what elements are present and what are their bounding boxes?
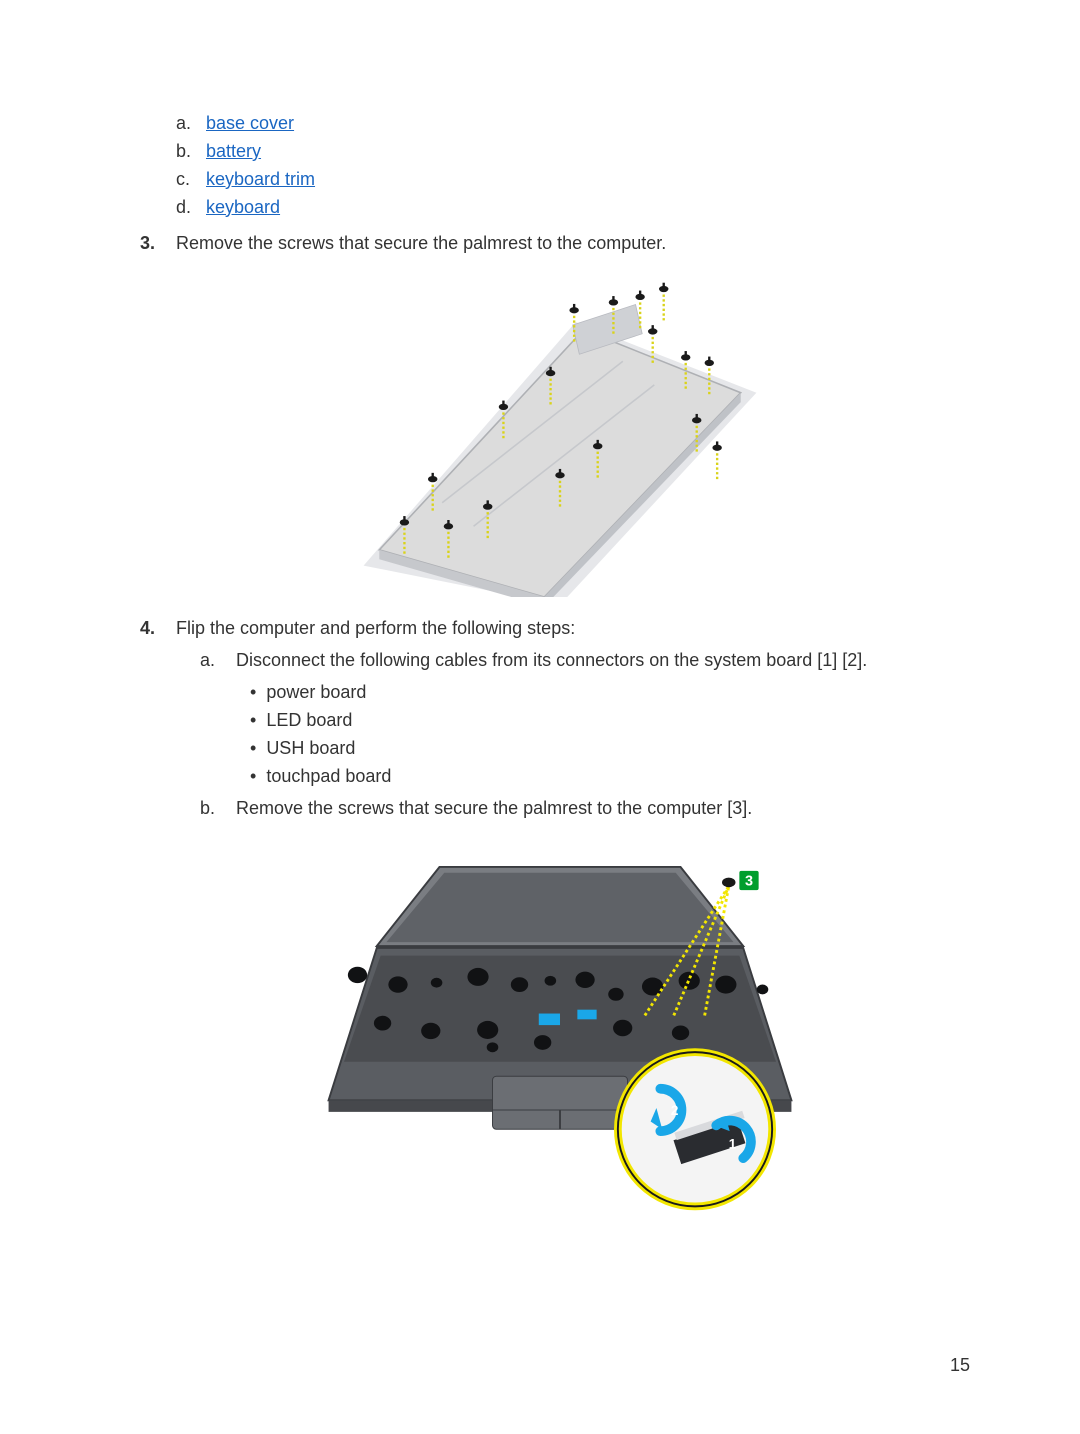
component-link-list: a. base cover b. battery c. keyboard tri…: [176, 110, 980, 222]
link-base-cover[interactable]: base cover: [206, 110, 294, 138]
link-item-base-cover: a. base cover: [176, 110, 980, 138]
top-connectors-svg: 3 2 1: [290, 833, 830, 1223]
link-keyboard[interactable]: keyboard: [206, 194, 280, 222]
bullet-icon: •: [250, 739, 256, 757]
step-number: 4.: [140, 615, 162, 643]
step-4-substeps: a. Disconnect the following cables from …: [200, 647, 980, 675]
step-4-substeps-2: b. Remove the screws that secure the pal…: [200, 795, 980, 823]
cable-label: power board: [266, 679, 366, 707]
connector-inset: 2 1: [618, 1052, 772, 1206]
figure-bottom-screws: [140, 267, 980, 597]
link-item-keyboard: d. keyboard: [176, 194, 980, 222]
list-marker: a.: [176, 110, 192, 138]
svg-text:1: 1: [729, 1136, 737, 1151]
step-3: 3. Remove the screws that secure the pal…: [140, 230, 980, 258]
substep-4b: b. Remove the screws that secure the pal…: [200, 795, 980, 823]
list-marker: c.: [176, 166, 192, 194]
cable-label: USH board: [266, 735, 355, 763]
cable-item: • USH board: [250, 735, 980, 763]
substep-text: Disconnect the following cables from its…: [236, 647, 867, 675]
step-4: 4. Flip the computer and perform the fol…: [140, 615, 980, 643]
substep-text: Remove the screws that secure the palmre…: [236, 795, 752, 823]
bullet-icon: •: [250, 767, 256, 785]
figure-top-connectors: 3 2 1: [140, 833, 980, 1223]
list-marker: b.: [176, 138, 192, 166]
bullet-icon: •: [250, 683, 256, 701]
cable-item: • LED board: [250, 707, 980, 735]
document-page: a. base cover b. battery c. keyboard tri…: [0, 0, 1080, 1434]
bullet-icon: •: [250, 711, 256, 729]
bottom-screws-svg: [315, 267, 805, 597]
list-marker: d.: [176, 194, 192, 222]
cable-list: • power board • LED board • USH board • touc…: [250, 679, 980, 791]
link-keyboard-trim[interactable]: keyboard trim: [206, 166, 315, 194]
svg-text:2: 2: [671, 1102, 679, 1117]
cable-item: • touchpad board: [250, 763, 980, 791]
link-item-battery: b. battery: [176, 138, 980, 166]
step-text: Remove the screws that secure the palmre…: [176, 230, 666, 258]
cable-label: touchpad board: [266, 763, 391, 791]
list-marker: b.: [200, 795, 222, 823]
page-number: 15: [950, 1355, 970, 1376]
cable-label: LED board: [266, 707, 352, 735]
substep-4a: a. Disconnect the following cables from …: [200, 647, 980, 675]
badge-3-text: 3: [745, 873, 753, 889]
link-battery[interactable]: battery: [206, 138, 261, 166]
cable-item: • power board: [250, 679, 980, 707]
step-number: 3.: [140, 230, 162, 258]
list-marker: a.: [200, 647, 222, 675]
step-text: Flip the computer and perform the follow…: [176, 615, 575, 643]
link-item-keyboard-trim: c. keyboard trim: [176, 166, 980, 194]
